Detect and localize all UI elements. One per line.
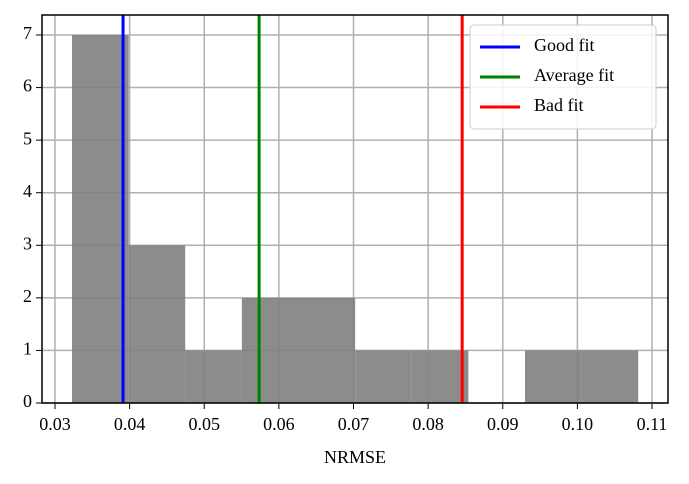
x-tick-label: 0.08 bbox=[412, 414, 444, 434]
y-tick-label: 7 bbox=[23, 23, 32, 43]
histogram-bar bbox=[581, 350, 639, 403]
x-tick-label: 0.10 bbox=[562, 414, 594, 434]
histogram-bar bbox=[525, 350, 582, 403]
histogram-bar bbox=[185, 350, 242, 403]
x-tick-label: 0.05 bbox=[188, 414, 220, 434]
x-axis-label: NRMSE bbox=[324, 447, 386, 467]
y-tick-label: 5 bbox=[23, 128, 32, 148]
x-tick-label: 0.11 bbox=[637, 414, 668, 434]
y-tick-label: 4 bbox=[23, 181, 32, 201]
y-tick-label: 3 bbox=[23, 233, 32, 253]
legend-box bbox=[469, 24, 657, 130]
plot-frame bbox=[41, 14, 669, 404]
x-tick-label: 0.04 bbox=[114, 414, 146, 434]
y-tick-label: 2 bbox=[23, 286, 32, 306]
histogram-bar bbox=[72, 34, 129, 403]
x-tick-label: 0.09 bbox=[487, 414, 519, 434]
histogram-bar bbox=[298, 297, 356, 403]
histogram-bar bbox=[411, 350, 469, 403]
y-tick-label: 0 bbox=[23, 391, 32, 411]
y-tick-label: 6 bbox=[23, 76, 32, 96]
x-tick-label: 0.03 bbox=[39, 414, 71, 434]
y-tick-label: 1 bbox=[23, 339, 32, 359]
x-tick-label: 0.06 bbox=[263, 414, 295, 434]
legend-label: Bad fit bbox=[534, 95, 584, 115]
histogram-bar bbox=[355, 350, 412, 403]
histogram-bar bbox=[128, 245, 186, 403]
histogram-bar bbox=[241, 297, 299, 403]
x-tick-label: 0.07 bbox=[338, 414, 370, 434]
legend-label: Average fit bbox=[534, 65, 614, 85]
legend-label: Good fit bbox=[534, 35, 595, 55]
